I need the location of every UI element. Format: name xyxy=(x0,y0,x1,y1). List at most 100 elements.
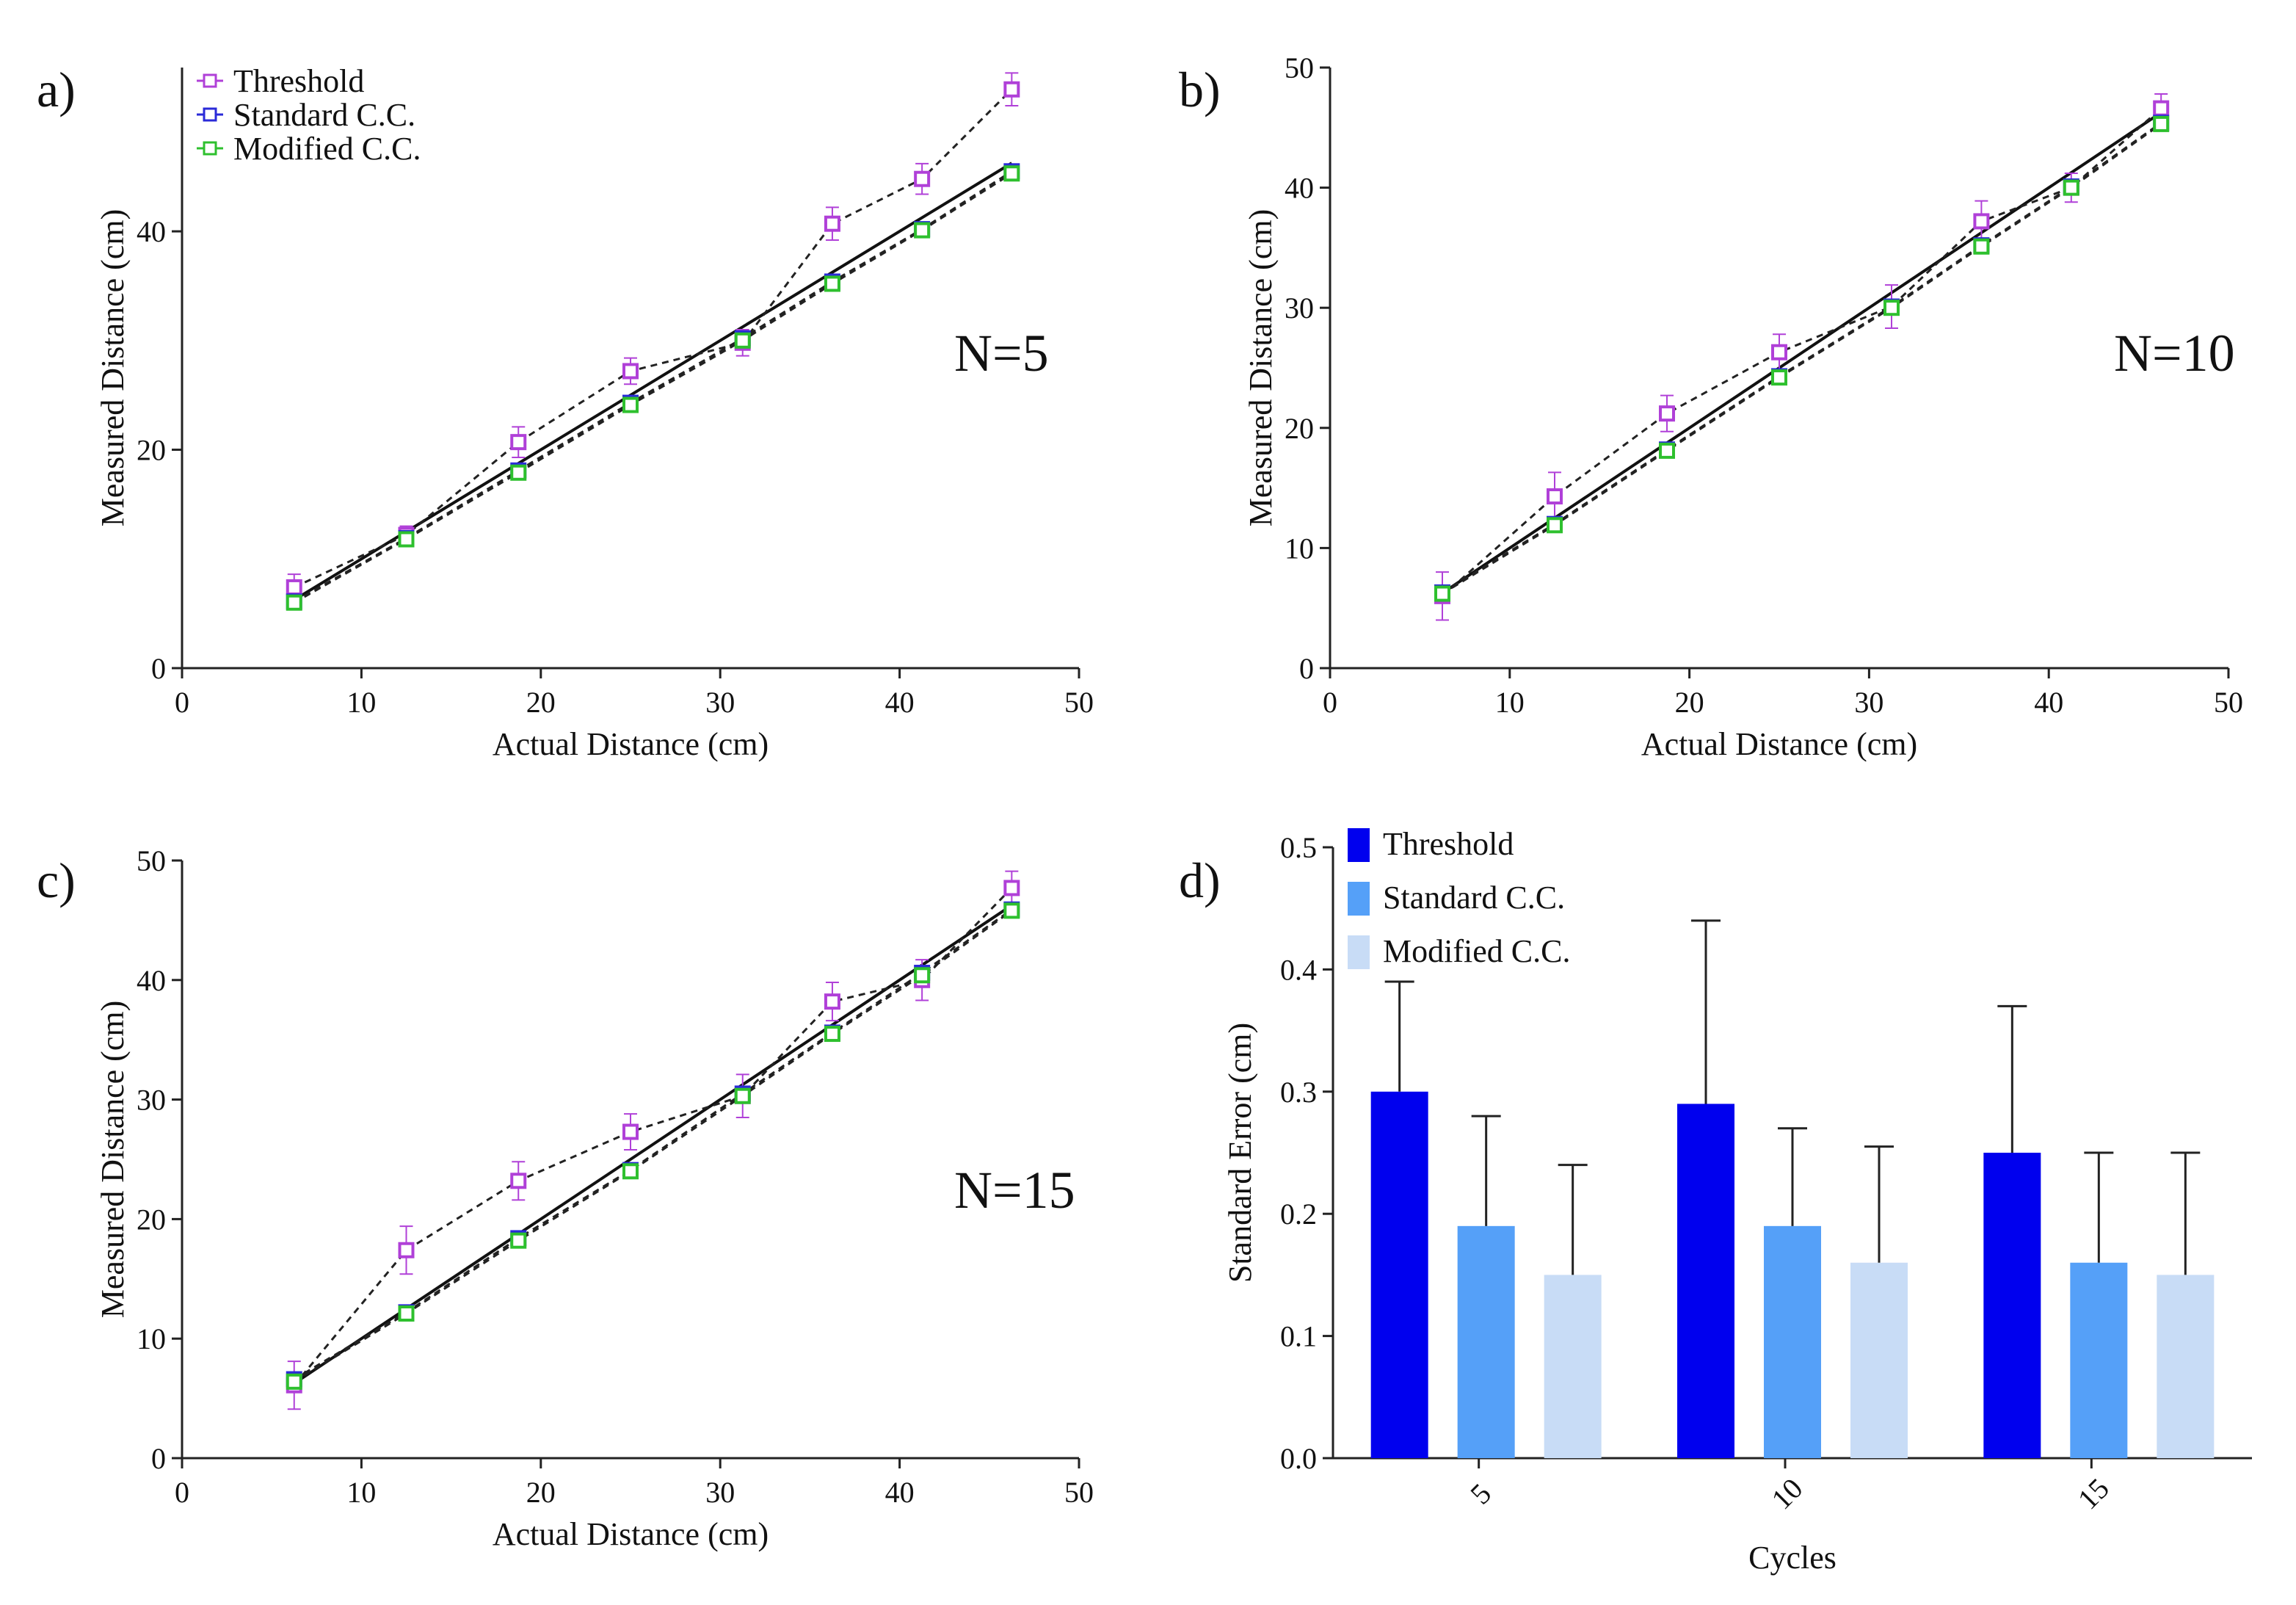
ideal-reference-line xyxy=(1441,111,2162,595)
y-axis-label: Measured Distance (cm) xyxy=(1243,209,1279,526)
legend-label: Standard C.C. xyxy=(233,97,415,133)
y-tick-label: 10 xyxy=(1285,532,1314,565)
series-modified-c-c-point xyxy=(622,396,639,413)
series-threshold-point xyxy=(1003,880,1020,896)
y-tick-label: 40 xyxy=(137,215,166,248)
x-tick-label: 50 xyxy=(1064,686,1094,719)
x-axis-label: Actual Distance (cm) xyxy=(1641,726,1917,762)
series-modified-c-c-point xyxy=(914,967,931,984)
series-threshold-point xyxy=(1659,405,1675,422)
series-standard-c-c-line xyxy=(293,908,1013,1380)
series-threshold-point xyxy=(824,993,840,1010)
series-modified-c-c-point xyxy=(510,1232,527,1249)
bar-threshold xyxy=(1370,1091,1428,1458)
bar-modified-c-c xyxy=(1850,1262,1908,1458)
y-tick-label: 30 xyxy=(1285,291,1314,325)
bar-modified-c-c xyxy=(1544,1275,1602,1458)
bar-standard-c-c xyxy=(2070,1262,2128,1458)
panel-a: a) 0 10 20 30 40 50 0 20 40 Actual Distance (cm) Me… xyxy=(37,62,1094,762)
x-tick-label: 0 xyxy=(175,686,189,719)
x-tick-label: 20 xyxy=(1675,686,1704,719)
x-tick-label: 0 xyxy=(175,1476,189,1509)
series-threshold-point xyxy=(914,170,931,187)
series-threshold-point xyxy=(510,1173,527,1189)
series-threshold-point xyxy=(622,363,639,380)
bar-threshold xyxy=(1677,1104,1734,1458)
y-tick-label: 50 xyxy=(137,844,166,877)
y-tick-label: 0 xyxy=(151,652,166,685)
x-tick-label: 30 xyxy=(1854,686,1883,719)
series-modified-c-c-point xyxy=(398,531,415,548)
y-tick-label: 20 xyxy=(1285,412,1314,445)
series-modified-c-c-point xyxy=(1771,369,1787,386)
x-tick-label: 40 xyxy=(885,686,915,719)
panel-b: b) 0 10 20 30 40 50 0 10 20 30 40 50 Actual Distance … xyxy=(1179,51,2243,762)
ideal-reference-line xyxy=(293,904,1013,1385)
series-modified-c-c-point xyxy=(2153,115,2170,132)
x-axis-label: Actual Distance (cm) xyxy=(493,1516,769,1552)
y-tick-label: 0 xyxy=(1299,652,1314,685)
series-modified-c-c-point xyxy=(1434,585,1450,602)
series-threshold-point xyxy=(510,434,527,451)
x-tick-label: 5 xyxy=(1464,1477,1497,1510)
series-modified-c-c-point xyxy=(622,1163,639,1180)
y-tick-label: 40 xyxy=(1285,172,1314,205)
series-modified-c-c-point xyxy=(2063,179,2079,196)
bar-threshold xyxy=(1983,1153,2041,1458)
legend-swatch-marker xyxy=(203,107,217,122)
x-tick-label: 40 xyxy=(885,1476,915,1509)
x-tick-label: 40 xyxy=(2034,686,2063,719)
series-modified-c-c-line xyxy=(293,910,1013,1383)
y-tick-label: 0.0 xyxy=(1280,1442,1317,1475)
series-modified-c-c-point xyxy=(398,1305,415,1322)
x-tick-label: 50 xyxy=(2214,686,2243,719)
y-tick-label: 40 xyxy=(137,964,166,997)
x-tick-label: 10 xyxy=(346,1476,376,1509)
series-modified-c-c-point xyxy=(1973,238,1990,255)
legend-label: Threshold xyxy=(233,63,364,99)
series-modified-c-c-line xyxy=(1442,123,2162,595)
x-tick-label: 20 xyxy=(526,1476,556,1509)
legend-label: Threshold xyxy=(1383,826,1514,862)
x-tick-label: 10 xyxy=(346,686,376,719)
series-modified-c-c-point xyxy=(1547,517,1563,534)
series-modified-c-c-point xyxy=(914,222,931,239)
x-tick-label: 15 xyxy=(2071,1471,2115,1515)
legend-swatch xyxy=(1348,828,1370,862)
x-tick-label: 10 xyxy=(1495,686,1525,719)
series-threshold-line xyxy=(294,88,1013,589)
legend-swatch-marker xyxy=(203,73,217,88)
bar-standard-c-c xyxy=(1764,1225,1821,1458)
series-threshold-point xyxy=(286,579,302,595)
panel-label: c) xyxy=(37,852,76,908)
series-modified-c-c-point xyxy=(1883,300,1900,316)
series-modified-c-c-point xyxy=(510,464,527,481)
y-tick-label: 0.3 xyxy=(1280,1076,1317,1109)
y-axis-label: Measured Distance (cm) xyxy=(95,1001,131,1318)
series-threshold-line xyxy=(1442,107,2162,597)
x-axis-label: Cycles xyxy=(1748,1540,1837,1576)
bar-standard-c-c xyxy=(1457,1225,1515,1458)
series-threshold-point xyxy=(2153,100,2170,117)
y-tick-label: 0.1 xyxy=(1280,1320,1317,1353)
legend-swatch xyxy=(1348,935,1370,969)
series-modified-c-c-point xyxy=(734,1087,751,1104)
bar-modified-c-c xyxy=(2157,1275,2215,1458)
series-threshold-point xyxy=(622,1123,639,1140)
series-threshold-point xyxy=(1547,488,1563,505)
panel-d: d) 0.0 0.1 0.2 0.3 0.4 0.5 5 10 15 Cycles Standard … xyxy=(1179,826,2252,1576)
y-tick-label: 50 xyxy=(1285,51,1314,84)
panel-label: a) xyxy=(37,62,76,117)
series-modified-c-c-point xyxy=(824,1026,840,1043)
y-axis-label: Measured Distance (cm) xyxy=(95,209,131,526)
x-tick-label: 10 xyxy=(1765,1471,1809,1515)
x-tick-label: 30 xyxy=(705,686,735,719)
series-threshold-point xyxy=(398,1242,415,1258)
panel-label: b) xyxy=(1179,62,1221,117)
panel-c: c) 0 10 20 30 40 50 0 10 20 30 40 50 Actual Distance … xyxy=(37,844,1094,1552)
legend-label: Modified C.C. xyxy=(1383,933,1570,969)
series-modified-c-c-point xyxy=(734,332,751,349)
series-modified-c-c-point xyxy=(286,1373,302,1390)
legend-swatch xyxy=(1348,882,1370,916)
